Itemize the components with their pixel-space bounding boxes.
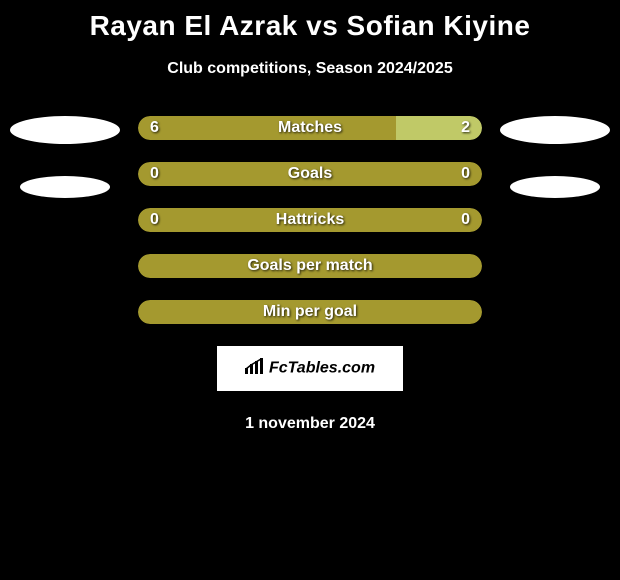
player-left-ellipse-1 — [10, 116, 120, 144]
stat-bar-value-left: 6 — [150, 119, 159, 137]
stat-bar-value-left: 0 — [150, 211, 159, 229]
stat-bar-value-right: 0 — [461, 211, 470, 229]
stat-bar-label: Hattricks — [276, 211, 344, 229]
stat-bar-value-right: 2 — [461, 119, 470, 137]
snapshot-date: 1 november 2024 — [0, 415, 620, 433]
source-logo-text: FcTables.com — [269, 360, 375, 377]
player-left-ellipse-2 — [20, 176, 110, 198]
chart-bars-icon — [245, 358, 265, 379]
comparison-chart: Matches 6 2 Goals 0 0 Hattricks 0 0 Goals per mat… — [0, 116, 620, 324]
stat-bar-label: Min per goal — [263, 303, 357, 321]
stat-bar-value-right: 0 — [461, 165, 470, 183]
stat-bar-4: Min per goal — [138, 300, 482, 324]
page-title: Rayan El Azrak vs Sofian Kiyine — [0, 10, 620, 42]
stat-bar-1: Goals 0 0 — [138, 162, 482, 186]
stat-bar-left-fill — [138, 116, 396, 140]
stat-bar-2: Hattricks 0 0 — [138, 208, 482, 232]
stat-bar-value-left: 0 — [150, 165, 159, 183]
right-player-markers — [500, 116, 610, 198]
stat-bar-label: Goals — [288, 165, 332, 183]
infographic-root: Rayan El Azrak vs Sofian Kiyine Club com… — [0, 0, 620, 443]
player-right-ellipse-1 — [500, 116, 610, 144]
stat-bar-label: Goals per match — [247, 257, 372, 275]
source-logo: FcTables.com — [217, 346, 403, 391]
player-right-ellipse-2 — [510, 176, 600, 198]
stat-bar-0: Matches 6 2 — [138, 116, 482, 140]
stat-bar-label: Matches — [278, 119, 342, 137]
left-player-markers — [10, 116, 120, 198]
stat-bar-3: Goals per match — [138, 254, 482, 278]
stat-bars: Matches 6 2 Goals 0 0 Hattricks 0 0 Goals per mat… — [138, 116, 482, 324]
page-subtitle: Club competitions, Season 2024/2025 — [0, 60, 620, 78]
